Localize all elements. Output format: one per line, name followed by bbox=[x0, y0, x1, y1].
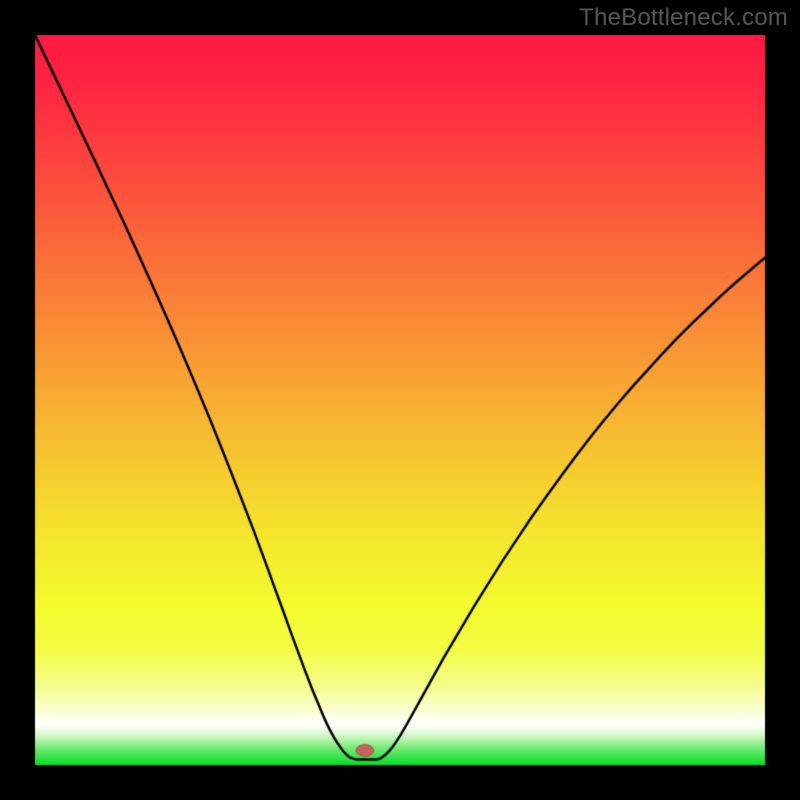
bottleneck-chart bbox=[0, 0, 800, 800]
